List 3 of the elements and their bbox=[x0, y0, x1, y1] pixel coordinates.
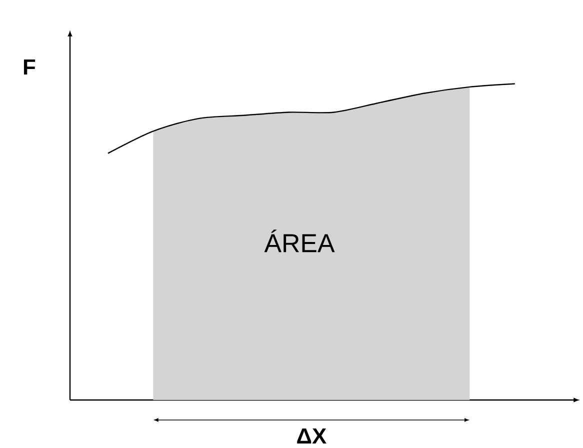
annotation: ÁREA bbox=[264, 230, 335, 252]
y-axis-title: F bbox=[24, 59, 36, 75]
x-axis-title: ΔX bbox=[297, 428, 326, 444]
